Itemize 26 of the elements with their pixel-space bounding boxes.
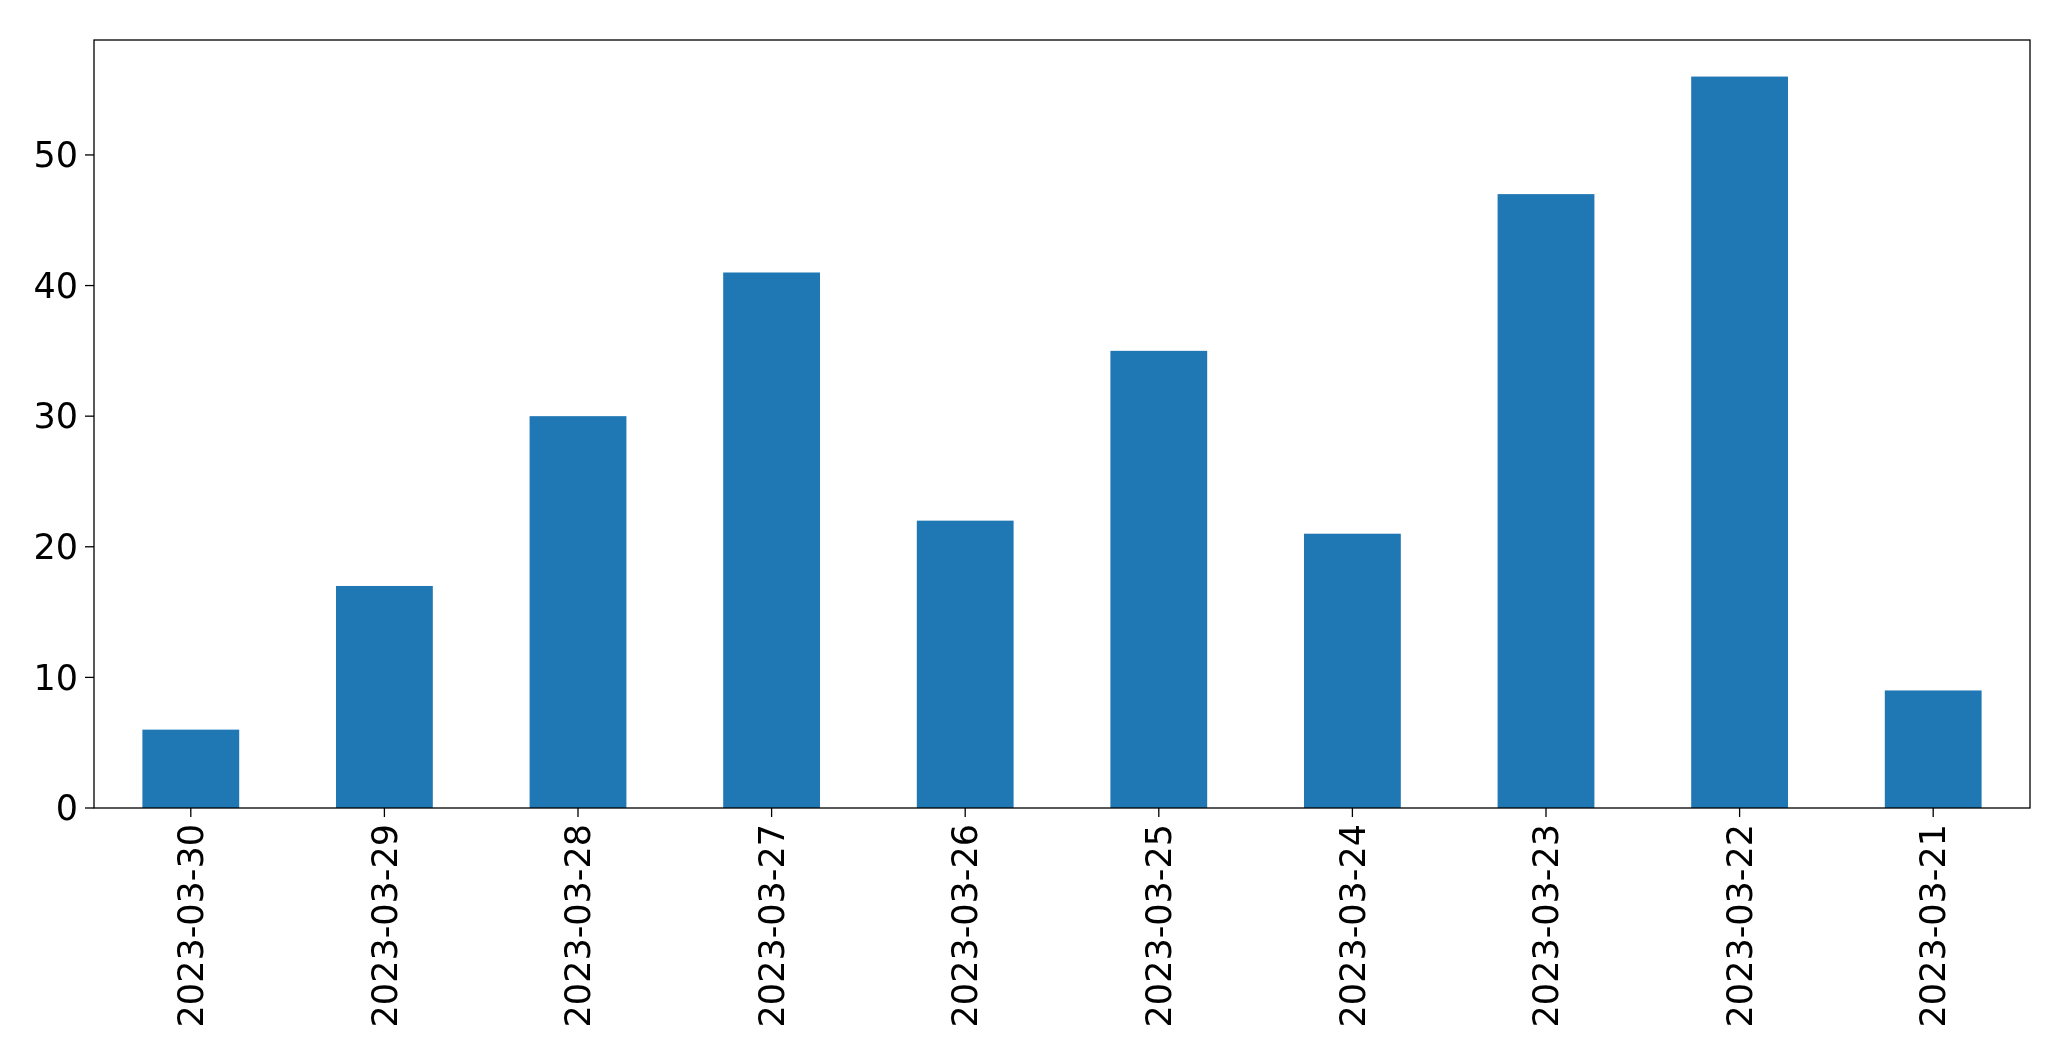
x-tick-label: 2023-03-24	[1332, 824, 1373, 1028]
bar	[1304, 533, 1401, 808]
bar	[529, 416, 627, 808]
y-tick-label: 40	[33, 265, 78, 306]
x-tick-label: 2023-03-23	[1526, 824, 1567, 1028]
y-tick-label: 50	[33, 135, 78, 176]
bar	[916, 520, 1014, 808]
x-tick-label: 2023-03-26	[945, 824, 986, 1028]
bar	[1691, 76, 1788, 808]
y-tick-label: 10	[33, 657, 78, 698]
y-tick-label: 0	[55, 788, 78, 829]
x-tick-label: 2023-03-30	[171, 824, 212, 1028]
bar	[1497, 194, 1595, 808]
x-tick-label: 2023-03-29	[364, 824, 405, 1028]
x-tick-label: 2023-03-22	[1719, 824, 1760, 1028]
x-tick-label: 2023-03-27	[751, 824, 792, 1028]
bar	[336, 585, 433, 808]
x-tick-label: 2023-03-21	[1913, 824, 1954, 1028]
y-tick-label: 30	[33, 396, 78, 437]
bar	[723, 272, 820, 808]
y-tick-label: 20	[33, 527, 78, 568]
x-tick-label: 2023-03-28	[558, 824, 599, 1028]
bar	[1110, 350, 1208, 808]
x-tick-label: 2023-03-25	[1139, 824, 1180, 1028]
bar	[142, 729, 240, 808]
bar	[1884, 690, 1982, 808]
